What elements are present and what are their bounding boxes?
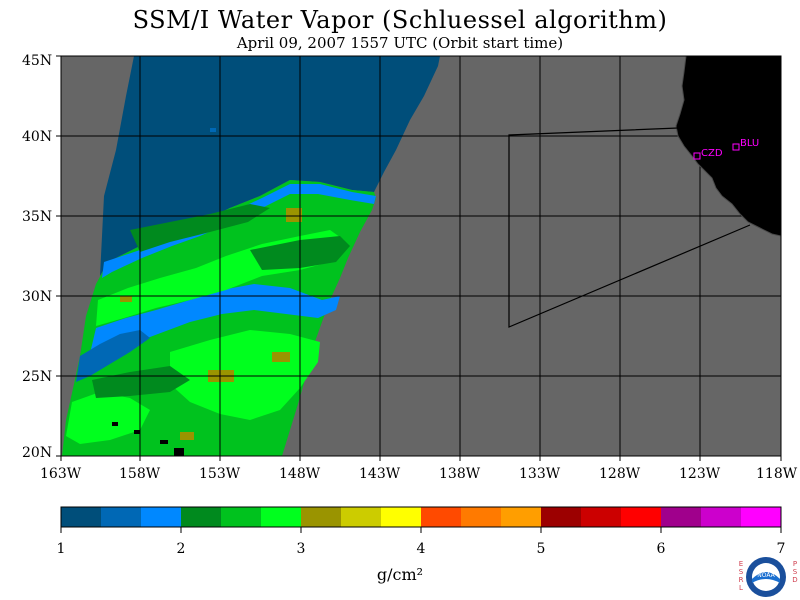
swath-wet-pocket-3 <box>66 392 150 444</box>
swath-high-spot-6 <box>210 128 216 132</box>
station-blu-label: BLU <box>740 138 759 149</box>
colorbar-tick-label: 4 <box>417 541 426 557</box>
flight-track <box>508 127 751 328</box>
colorbar-cell <box>61 507 102 527</box>
colorbar-cell <box>421 507 462 527</box>
colorbar-cell <box>101 507 142 527</box>
island-kauai <box>112 422 118 426</box>
colorbar <box>61 507 782 527</box>
colorbar-cell <box>581 507 622 527</box>
colorbar-tick-label: 5 <box>537 541 546 557</box>
lat-label-25n: 25N <box>22 369 52 385</box>
lon-label-153w: 153W <box>199 466 241 482</box>
swath-dark-green-3 <box>92 366 190 398</box>
graticule <box>61 56 781 456</box>
lat-label-40n: 40N <box>22 129 52 145</box>
lon-label-158w: 158W <box>119 466 161 482</box>
island-oahu <box>134 430 140 434</box>
colorbar-cell <box>701 507 742 527</box>
island-maui <box>160 440 168 444</box>
colorbar-tick-label: 7 <box>777 541 786 557</box>
lon-label-118w: 118W <box>756 466 798 482</box>
lon-label-148w: 148W <box>279 466 321 482</box>
colorbar-cell <box>181 507 222 527</box>
colorbar-tick-label: 2 <box>177 541 186 557</box>
colorbar-cell <box>621 507 662 527</box>
lat-label-35n: 35N <box>22 209 52 225</box>
lat-label-30n: 30N <box>22 289 52 305</box>
swath-high-spot-4 <box>180 432 194 440</box>
land-north-america <box>676 56 781 236</box>
lon-label-163w: 163W <box>40 466 82 482</box>
noaa-logo-icon: NOAA <box>746 557 786 597</box>
lat-label-45n: 45N <box>22 53 52 69</box>
colorbar-cell <box>141 507 182 527</box>
colorbar-cell <box>461 507 502 527</box>
station-blu-marker <box>732 143 740 151</box>
map-ticks <box>56 55 782 461</box>
swath-band-south <box>76 330 150 382</box>
swath-band-middle <box>88 284 340 362</box>
station-czd-label: CZD <box>701 148 723 159</box>
colorbar-cell <box>501 507 542 527</box>
coastline <box>675 56 781 237</box>
colorbar-cell <box>741 507 782 527</box>
lon-label-128w: 128W <box>599 466 641 482</box>
colorbar-tick-label: 6 <box>657 541 666 557</box>
lat-label-20n: 20N <box>22 445 52 461</box>
colorbar-cell <box>261 507 302 527</box>
lon-label-143w: 143W <box>359 466 401 482</box>
colorbar-tick-label: 1 <box>57 541 66 557</box>
chart-subtitle: April 09, 2007 1557 UTC (Orbit start tim… <box>236 34 564 52</box>
colorbar-ticks: 1 2 3 4 5 6 7 <box>57 527 786 557</box>
map-border <box>60 55 782 457</box>
station-czd-marker <box>693 152 701 160</box>
swath-band-north <box>102 184 376 278</box>
colorbar-units: g/cm² <box>376 565 424 584</box>
swath-high-spot-3 <box>272 352 290 362</box>
colorbar-cell <box>301 507 342 527</box>
island-hawaii <box>174 448 184 456</box>
colorbar-tick-label: 3 <box>297 541 306 557</box>
colorbar-cell <box>541 507 582 527</box>
colorbar-cell <box>661 507 702 527</box>
chart-title: SSM/I Water Vapor (Schluessel algorithm) <box>132 6 668 34</box>
swath-high-spot-5 <box>120 296 132 302</box>
colorbar-cell <box>381 507 422 527</box>
colorbar-cell <box>221 507 262 527</box>
lon-label-138w: 138W <box>439 466 481 482</box>
colorbar-cell <box>341 507 382 527</box>
lon-label-133w: 133W <box>519 466 561 482</box>
swath-high-spot-1 <box>286 208 302 222</box>
lon-label-123w: 123W <box>679 466 721 482</box>
noaa-logo-text: NOAA <box>757 572 775 579</box>
